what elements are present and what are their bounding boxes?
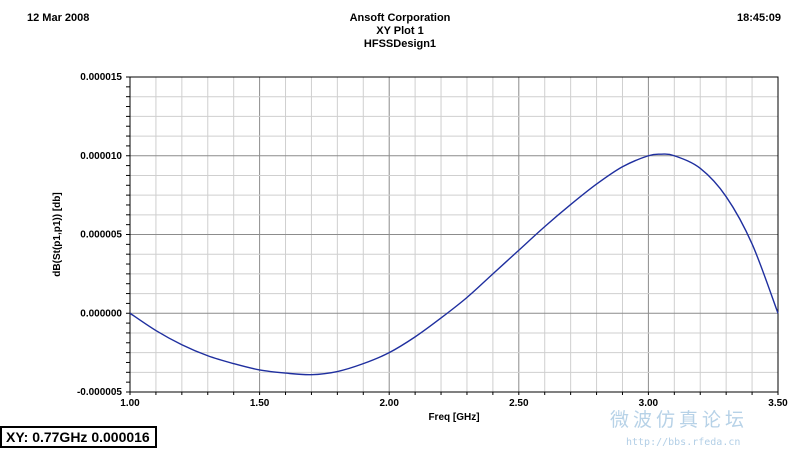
x-tick-label: 2.50 bbox=[509, 398, 529, 409]
company-name: Ansoft Corporation bbox=[349, 12, 451, 24]
y-tick-label: 0.000000 bbox=[80, 308, 122, 319]
plot-time: 18:45:09 bbox=[737, 12, 782, 24]
xy-readout: XY: 0.77GHz 0.000016 bbox=[0, 426, 157, 448]
x-tick-label: 3.50 bbox=[768, 398, 788, 409]
x-tick-label: 1.50 bbox=[250, 398, 270, 409]
plot-grid bbox=[130, 77, 778, 392]
y-tick-labels: -0.000005 0.000000 0.000005 0.000010 0.00001… bbox=[77, 72, 122, 398]
watermark-url: http://bbs.rfeda.cn bbox=[626, 437, 741, 448]
y-tick-label: -0.000005 bbox=[77, 387, 122, 398]
design-name: HFSSDesign1 bbox=[363, 38, 437, 50]
y-tick-label: 0.000005 bbox=[80, 230, 122, 241]
x-tick-label: 1.00 bbox=[120, 398, 140, 409]
plot-title: XY Plot 1 bbox=[376, 25, 424, 37]
x-axis-label: Freq [GHz] bbox=[428, 412, 479, 423]
y-tick-label: 0.000015 bbox=[80, 72, 122, 83]
plot-date: 12 Mar 2008 bbox=[27, 12, 90, 24]
x-tick-label: 2.00 bbox=[379, 398, 399, 409]
series-line[interactable] bbox=[129, 153, 779, 376]
minor-ticks bbox=[126, 76, 779, 395]
x-tick-label: 3.00 bbox=[639, 398, 659, 409]
watermark-logo: 微波仿真论坛 bbox=[610, 409, 749, 431]
y-tick-label: 0.000010 bbox=[80, 151, 122, 162]
y-axis-label: dB(St(p1,p1)) [db] bbox=[52, 192, 63, 276]
x-tick-labels: 1.00 1.50 2.00 2.50 3.00 3.50 bbox=[120, 398, 788, 409]
